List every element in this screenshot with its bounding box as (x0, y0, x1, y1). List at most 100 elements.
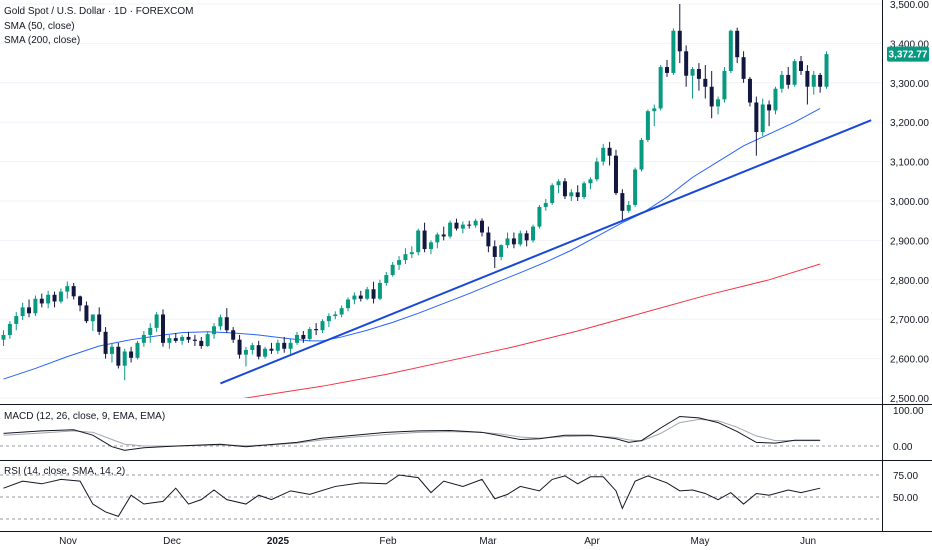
candle-body (594, 161, 599, 180)
candle-body (824, 54, 829, 87)
candle-body (231, 330, 236, 340)
candle-body (346, 299, 351, 309)
candle (645, 109, 650, 142)
trendline[interactable] (220, 119, 872, 385)
candle (767, 100, 772, 127)
macd-legend[interactable]: MACD (12, 26, close, 9, EMA, EMA) (4, 411, 165, 422)
candle (582, 181, 587, 200)
candle (435, 232, 440, 249)
candle (652, 104, 657, 127)
candle (71, 282, 76, 300)
candle-body (524, 233, 529, 241)
candle (129, 346, 134, 363)
symbol-title[interactable]: Gold Spot / U.S. Dollar · 1D · FOREXCOM (4, 6, 194, 17)
candle (448, 220, 453, 239)
candle-body (467, 224, 472, 226)
candle-body (511, 238, 516, 245)
candle (562, 178, 567, 200)
candle (799, 56, 803, 75)
candle-body (460, 224, 465, 229)
price-tick-label: 3,200.00 (890, 118, 929, 129)
candle-body (575, 192, 580, 198)
candle (122, 348, 127, 381)
candle-body (799, 61, 803, 71)
rsi-legend[interactable]: RSI (14, close, SMA, 14, 2) (4, 466, 125, 477)
price-tick-label: 3,100.00 (890, 158, 929, 169)
candle (371, 281, 376, 304)
candle (779, 70, 784, 93)
sma200-legend[interactable]: SMA (200, close) (4, 35, 80, 46)
candle-body (27, 307, 32, 314)
candle-body (684, 51, 689, 76)
candle-body (78, 296, 83, 306)
candle (352, 292, 357, 305)
candle-body (709, 86, 714, 107)
candle (186, 331, 191, 343)
candle (499, 244, 504, 261)
pane-separators (0, 0, 932, 532)
candle-body (441, 234, 446, 237)
candle-body (269, 348, 274, 351)
candle (703, 65, 708, 99)
candle (365, 286, 370, 301)
candle (384, 271, 389, 286)
candle-body (767, 104, 772, 111)
time-tick-label: 2025 (267, 536, 290, 547)
candle-body (84, 305, 89, 322)
candle (58, 288, 63, 304)
candle-body (173, 338, 178, 341)
sma50-line (3, 107, 821, 380)
candle-body (728, 30, 733, 71)
candle-body (39, 298, 44, 304)
candle (480, 218, 484, 237)
candle (224, 308, 229, 333)
sma50-legend[interactable]: SMA (50, close) (4, 21, 75, 32)
candle-body (735, 30, 740, 58)
candle (601, 143, 606, 166)
candle (46, 290, 51, 309)
candle (473, 218, 478, 228)
candle-body (243, 349, 248, 355)
candle-body (403, 254, 408, 261)
candle (116, 342, 121, 369)
candle (7, 321, 12, 339)
candle (288, 338, 293, 355)
candle (39, 293, 44, 308)
candle-body (550, 185, 555, 203)
grid (0, 3, 882, 399)
candle-body (199, 340, 204, 346)
candle-body (645, 111, 650, 140)
time-tick-label: May (691, 536, 710, 547)
candle-body (161, 314, 165, 343)
rsi-tick-label: 75.00 (893, 471, 918, 482)
candle (620, 189, 625, 221)
candle (569, 189, 574, 201)
candle (218, 314, 223, 331)
candle-body (677, 30, 682, 52)
candle (505, 232, 510, 249)
candle-body (754, 102, 759, 133)
candle (543, 199, 548, 211)
candle (684, 45, 689, 87)
candle-body (435, 234, 440, 243)
candle-body (773, 88, 778, 111)
candle (492, 240, 497, 268)
last-price-tag: 3,372.77 (887, 46, 929, 62)
candle-body (454, 222, 459, 229)
candle (594, 157, 599, 182)
candle (531, 224, 536, 243)
candle (460, 221, 465, 234)
candle (818, 72, 823, 93)
price-tick-label: 3,500.00 (890, 0, 929, 11)
candle (792, 59, 797, 87)
candle (397, 256, 402, 270)
candle-body (543, 202, 548, 207)
candle (78, 295, 83, 312)
sma200-polyline (242, 263, 821, 398)
candle-body (333, 314, 338, 317)
candle-body (20, 307, 25, 317)
candle (665, 59, 670, 77)
candle (173, 332, 178, 343)
candle-body (652, 108, 657, 112)
